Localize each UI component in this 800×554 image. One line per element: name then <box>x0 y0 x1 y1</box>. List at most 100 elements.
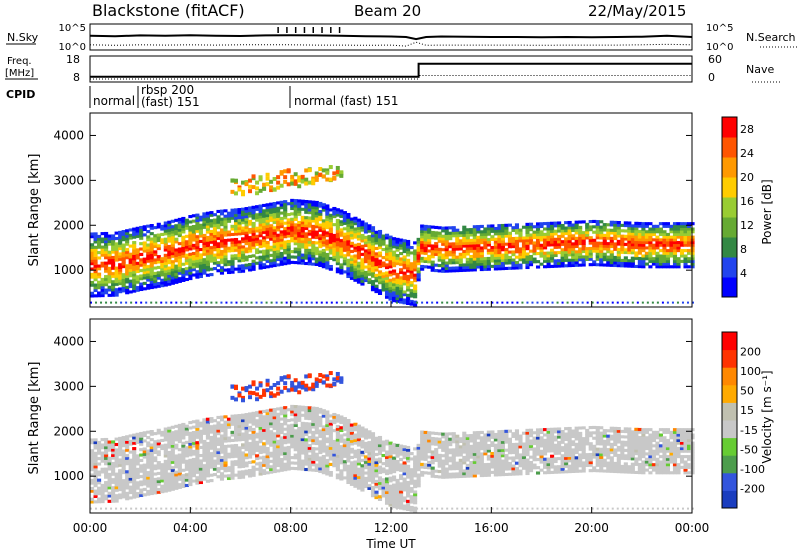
velocity-cell <box>104 456 109 460</box>
velocity-cell <box>237 422 242 426</box>
power-cell <box>377 278 383 282</box>
power-cell <box>360 223 365 227</box>
velocity-cell <box>248 468 253 473</box>
power-cell <box>514 244 520 248</box>
power-cell <box>658 238 664 242</box>
power-cell <box>146 235 151 239</box>
power-cell <box>676 259 681 263</box>
power-cell <box>683 222 688 226</box>
velocity-cell <box>279 428 284 432</box>
power-cell <box>402 298 407 302</box>
power-cell <box>258 175 263 180</box>
power-cell <box>142 262 147 267</box>
power-cell <box>381 261 386 265</box>
velocity-cell <box>177 464 182 468</box>
power-cell <box>255 218 260 222</box>
power-cell <box>276 252 281 256</box>
velocity-cell <box>205 420 210 424</box>
velocity-cell <box>311 406 316 410</box>
power-cell <box>679 238 685 242</box>
power-cell <box>265 208 270 212</box>
velocity-cell <box>392 494 397 498</box>
power-cell <box>244 242 249 246</box>
power-cell <box>444 256 449 260</box>
velocity-cell <box>121 441 126 445</box>
velocity-cell <box>318 429 323 433</box>
power-cell <box>335 165 340 170</box>
power-cell <box>251 262 256 266</box>
power-cell <box>581 220 586 224</box>
velocity-cell <box>244 429 249 433</box>
power-cell <box>237 224 242 228</box>
velocity-cell <box>146 462 151 467</box>
power-cell <box>574 244 579 248</box>
velocity-cell <box>90 449 95 453</box>
velocity-cell <box>111 486 116 490</box>
power-cell <box>679 230 685 234</box>
power-cell <box>525 236 530 240</box>
power-cell <box>662 240 667 245</box>
power-cell <box>479 262 484 266</box>
power-cell <box>132 289 137 293</box>
power-cell <box>585 247 590 251</box>
velocity-cell <box>388 455 393 459</box>
velocity-cell <box>244 469 249 473</box>
power-cell <box>511 301 514 304</box>
velocity-cell <box>346 464 351 468</box>
power-cell <box>286 202 291 206</box>
velocity-cell <box>321 438 326 442</box>
power-cell <box>146 256 151 261</box>
power-cell <box>532 236 537 240</box>
velocity-cell <box>170 441 175 446</box>
velocity-cell <box>328 454 333 458</box>
velocity-cell <box>205 450 210 454</box>
power-cell <box>198 229 203 233</box>
power-cell <box>462 263 467 267</box>
power-cell <box>181 238 186 242</box>
power-cell <box>413 289 418 293</box>
power-cell <box>514 247 520 251</box>
velocity-cell <box>360 450 365 454</box>
power-cell <box>448 253 453 257</box>
power-cell <box>658 249 664 253</box>
velocity-cell <box>360 485 365 489</box>
velocity-cell <box>265 428 270 432</box>
power-cell <box>571 236 576 241</box>
power-cell <box>128 268 133 272</box>
velocity-cell <box>170 487 175 491</box>
power-cell <box>564 226 569 230</box>
power-cell <box>546 265 551 269</box>
power-cell <box>139 263 144 267</box>
power-cell <box>528 263 534 267</box>
power-cell <box>198 266 203 270</box>
power-cell <box>613 247 618 251</box>
power-cell <box>609 239 614 243</box>
power-cell <box>170 254 175 258</box>
power-cell <box>626 301 629 304</box>
velocity-cell <box>290 412 295 417</box>
velocity-cell <box>356 438 361 442</box>
power-cell <box>634 227 639 231</box>
colorbar-swatch <box>722 177 737 198</box>
velocity-cell <box>304 446 309 450</box>
power-cell <box>623 248 628 252</box>
power-cell <box>170 270 175 275</box>
power-cell <box>427 260 432 264</box>
power-cell <box>248 222 253 226</box>
power-cell <box>395 294 400 298</box>
power-cell <box>399 252 404 256</box>
power-cell <box>571 261 576 265</box>
power-cell <box>666 301 669 304</box>
velocity-cell <box>349 463 354 468</box>
velocity-cell <box>269 385 274 390</box>
power-cell <box>279 219 284 223</box>
power-cell <box>111 282 116 286</box>
power-cell <box>241 213 246 217</box>
velocity-cell <box>269 459 274 463</box>
velocity-cell <box>360 445 365 449</box>
power-cell <box>476 227 481 231</box>
velocity-cell <box>335 376 340 381</box>
velocity-cell <box>367 484 372 488</box>
power-cell <box>448 266 453 270</box>
velocity-cell <box>223 434 228 438</box>
